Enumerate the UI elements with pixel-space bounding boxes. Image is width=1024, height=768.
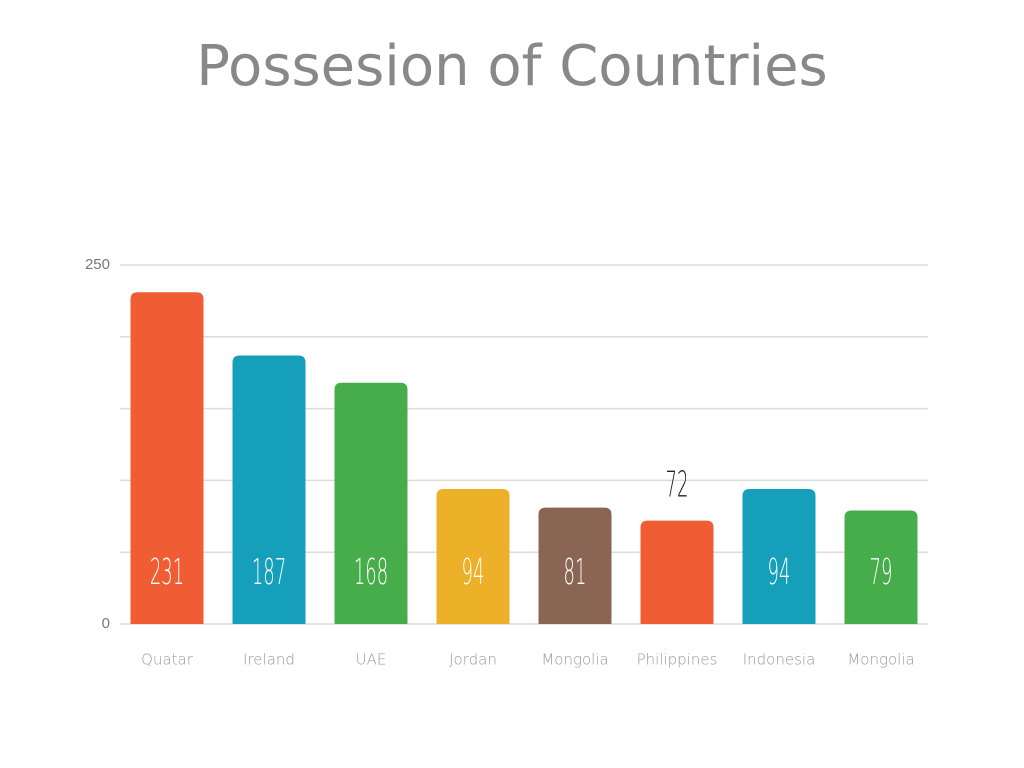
value-label: 187 [252,551,286,593]
chart-title: Possesion of Countries [196,34,827,99]
x-tick-label: Mongolia [847,651,914,669]
x-tick-label: Indonesia [743,651,816,669]
x-tick-label: Quatar [141,651,194,669]
value-label: 79 [870,551,893,593]
x-tick-label: Jordan [449,651,497,669]
value-label: 231 [150,551,184,593]
y-tick-label: 0 [102,615,110,632]
x-tick-label: Philippines [637,651,718,669]
y-tick-label: 250 [85,256,110,273]
bar [640,520,714,624]
x-tick-label: UAE [356,651,387,669]
bar [538,507,612,624]
value-label: 168 [354,551,388,593]
bar [130,292,204,624]
bar [232,355,306,624]
bar [742,489,816,624]
x-tick-label: Mongolia [541,651,608,669]
value-label: 72 [666,464,689,506]
bar [334,382,408,624]
value-label: 94 [768,551,791,593]
value-label: 94 [462,551,485,593]
value-label: 81 [564,551,587,593]
bar [436,489,510,624]
x-tick-label: Ireland [243,651,295,669]
bar [844,510,918,624]
